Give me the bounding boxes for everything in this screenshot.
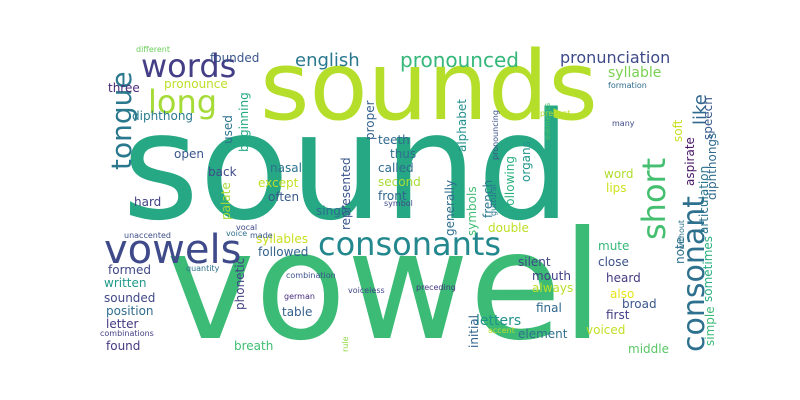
word-sometimes: sometimes (701, 235, 715, 302)
word-breath: breath (234, 339, 274, 353)
word-vowels: vowels (104, 227, 242, 273)
word-pronounce: pronounce (164, 77, 228, 91)
word-palate: palate (219, 182, 233, 220)
word-lips: lips (606, 181, 627, 195)
word-found: found (106, 339, 141, 353)
word-initial: initial (467, 315, 481, 348)
word-combination: combination (286, 271, 336, 280)
word-quantity: quantity (186, 264, 220, 273)
word-sounds: sounds (260, 40, 598, 142)
word-proper: proper (363, 100, 377, 140)
word-following: following (503, 156, 517, 210)
word-combinations: combinations (100, 329, 154, 338)
word-consonants: consonants (318, 225, 502, 263)
word-pronunciation: pronunciation (560, 48, 671, 67)
word-represented: represented (339, 157, 353, 230)
word-front: front (378, 189, 407, 203)
word-followed: followed (258, 245, 309, 259)
word-first: first (606, 308, 630, 322)
word-nasal: nasal (270, 161, 302, 175)
word-beginning: beginning (237, 92, 251, 152)
word-founded: founded (210, 51, 260, 65)
word-short: short (635, 157, 673, 240)
word-voiceless: voiceless (348, 286, 385, 295)
word-accent: accent (488, 326, 515, 335)
word-often: often (268, 190, 300, 204)
word-aspirate: aspirate (683, 137, 697, 186)
word-cloud: sound vowel sounds vowels consonants wor… (98, 40, 720, 362)
word-voiced: voiced (586, 323, 626, 337)
word-close: close (598, 255, 629, 269)
word-position: position (106, 304, 154, 318)
word-syllables: syllables (256, 232, 308, 246)
word-called: called (378, 161, 414, 175)
word-element: element (518, 327, 568, 341)
word-made: made (250, 231, 273, 240)
word-diphthongs: diphthongs (705, 132, 719, 200)
word-sounded: sounded (104, 291, 156, 305)
word-heard: heard (606, 271, 641, 285)
word-symbols: symbols (465, 186, 479, 236)
word-rule: rule (341, 336, 350, 352)
word-double: double (488, 221, 529, 235)
word-alphabet: alphabet (455, 99, 469, 152)
word-symbol: symbol (384, 199, 413, 208)
word-thus: thus (390, 147, 417, 161)
word-open: open (174, 147, 204, 161)
word-pronouncing: pronouncing (491, 110, 500, 160)
word-preceding: preceding (416, 283, 456, 292)
word-middle: middle (628, 342, 669, 356)
word-many: many (612, 119, 635, 128)
word-used: used (221, 115, 235, 144)
word-silent: silent (518, 255, 551, 269)
word-sound: sound (122, 81, 572, 253)
word-mute: mute (598, 239, 630, 253)
word-letter: letter (106, 317, 139, 331)
word-three: three (108, 81, 140, 95)
word-vowel: vowel (166, 200, 604, 362)
word-table: table (282, 305, 313, 319)
word-single: single (316, 204, 352, 218)
word-represent: represent (532, 109, 571, 118)
word-always: always (532, 281, 574, 295)
word-syllable: syllable (608, 65, 662, 81)
word-without: without (677, 219, 686, 250)
word-german: german (284, 292, 315, 301)
word-english: english (295, 50, 360, 71)
word-second: second (378, 175, 421, 189)
word-except: except (258, 176, 299, 190)
word-simple: simple (703, 306, 717, 346)
word-formed: formed (108, 263, 151, 277)
word-words: words (141, 47, 237, 85)
word-also: also (610, 287, 635, 301)
word-letters: letters (476, 313, 522, 329)
word-different: different (136, 45, 170, 54)
word-formation: formation (608, 81, 647, 90)
word-back: back (208, 165, 237, 179)
word-teeth: teeth (378, 133, 410, 147)
word-voice: voice (226, 229, 248, 238)
word-diphthong: diphthong (132, 109, 194, 123)
word-vocal: vocal (236, 223, 258, 232)
word-phonetic: phonetic (233, 257, 247, 310)
word-long: long (148, 83, 218, 121)
word-broad: broad (622, 297, 657, 311)
word-generally: generally (443, 179, 457, 236)
word-hard: hard (134, 195, 162, 209)
word-unaccented: unaccented (124, 231, 171, 240)
word-mouth: mouth (532, 269, 571, 283)
word-word: word (604, 167, 634, 181)
word-guttural: guttural (489, 184, 498, 216)
word-final: final (536, 301, 562, 315)
word-pronounced: pronounced (400, 48, 519, 72)
word-elements: elements (543, 102, 552, 140)
word-written: written (104, 276, 147, 290)
word-organs: organs (519, 141, 533, 182)
